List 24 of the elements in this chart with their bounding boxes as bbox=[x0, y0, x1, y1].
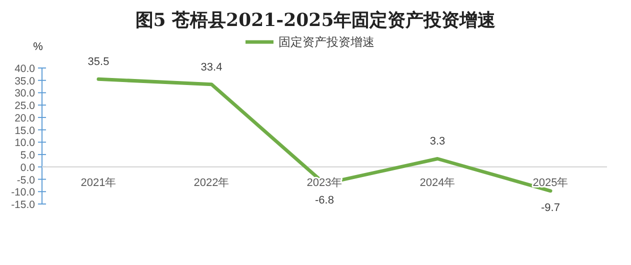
y-tick-label: -15.0 bbox=[11, 199, 36, 211]
y-axis-title: % bbox=[33, 41, 44, 53]
y-tick-label: 10.0 bbox=[14, 137, 36, 150]
data-label: -9.7 bbox=[541, 202, 560, 214]
x-tick-label: 2025年 bbox=[532, 176, 568, 189]
data-label: 35.5 bbox=[88, 56, 110, 68]
y-tick-label: -10.0 bbox=[11, 186, 36, 199]
x-tick-label: 2021年 bbox=[80, 176, 116, 189]
y-tick-label: 35.0 bbox=[14, 75, 36, 88]
y-tick-label: 5.0 bbox=[20, 150, 36, 162]
x-tick-label: 2024年 bbox=[420, 176, 456, 189]
y-tick-label: -5.0 bbox=[16, 174, 36, 186]
y-tick-label: 0.0 bbox=[20, 162, 36, 174]
y-tick-label: 30.0 bbox=[14, 88, 36, 100]
y-tick-label: 20.0 bbox=[14, 112, 36, 124]
y-tick-label: 25.0 bbox=[14, 100, 36, 112]
data-label: 33.4 bbox=[200, 61, 222, 74]
y-tick-label: 40.0 bbox=[14, 63, 36, 75]
legend-label: 固定资产投资增速 bbox=[278, 35, 374, 49]
chart-title: 图5 苍梧县2021-2025年固定资产投资增速 bbox=[135, 10, 496, 31]
data-label: 3.3 bbox=[430, 136, 446, 148]
x-tick-label: 2022年 bbox=[194, 176, 230, 189]
data-label: -6.8 bbox=[315, 194, 334, 207]
y-tick-label: 15.0 bbox=[14, 124, 36, 137]
